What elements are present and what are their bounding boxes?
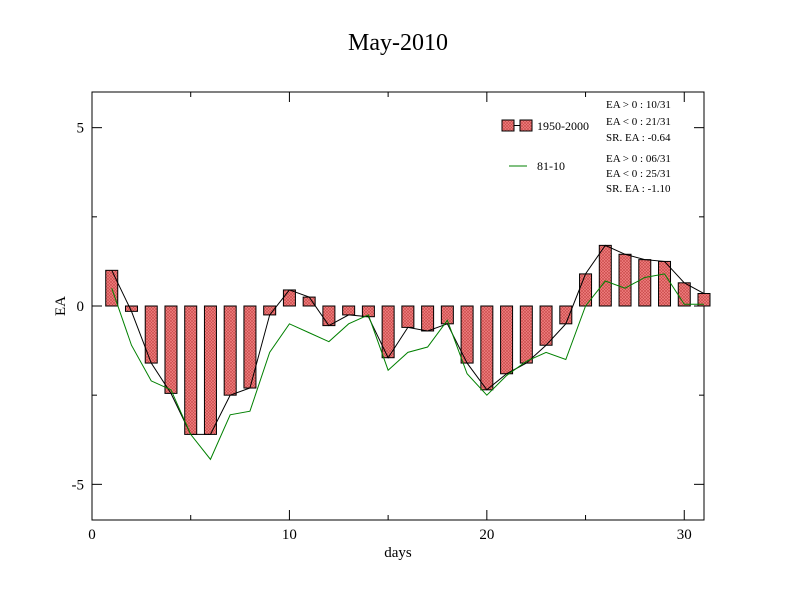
legend-stat: EA > 0 : 10/31: [606, 99, 671, 111]
bar: [164, 305, 178, 394]
legend-label-81-10: 81-10: [537, 159, 565, 173]
bar-series: [105, 244, 711, 435]
bar: [263, 305, 277, 316]
x-tick-label: 0: [88, 527, 96, 543]
bar: [598, 244, 612, 307]
bar: [144, 305, 158, 364]
bar: [618, 253, 632, 307]
y-tick-label: 5: [77, 121, 85, 137]
bar: [638, 259, 652, 307]
y-axis-label: EA: [53, 296, 69, 316]
y-tick-label: -5: [72, 477, 85, 493]
bar: [282, 289, 296, 307]
bar: [322, 305, 336, 327]
x-tick-label: 20: [479, 527, 494, 543]
legend-bar-swatch-left: [501, 119, 515, 132]
y-tick-label: 0: [77, 299, 85, 315]
legend-stat: EA > 0 : 06/31: [606, 153, 671, 165]
bar: [539, 305, 553, 346]
bar: [500, 305, 514, 375]
bar: [184, 305, 198, 435]
bar: [559, 305, 573, 325]
bar: [223, 305, 237, 396]
bar: [658, 260, 672, 307]
legend-stat: EA < 0 : 21/31: [606, 116, 671, 128]
x-axis-label: days: [384, 545, 412, 561]
bar: [243, 305, 257, 389]
bar: [203, 305, 217, 435]
bar: [480, 305, 494, 391]
bar-series-line: [111, 244, 705, 435]
bar: [342, 305, 356, 316]
x-tick-label: 30: [677, 527, 692, 543]
legend-stat: SR. EA : -1.10: [606, 183, 671, 195]
line-series: [111, 273, 704, 461]
bar: [401, 305, 415, 328]
axis-ticks: 0 10 20 30 5 0 -5: [72, 92, 704, 543]
x-tick-label: 10: [282, 527, 297, 543]
bar: [302, 296, 316, 307]
legend: 1950-2000 EA > 0 : 10/31 EA < 0 : 21/31 …: [501, 99, 671, 195]
bar: [519, 305, 533, 364]
legend-bar-swatch-right: [519, 119, 533, 132]
chart-title: May-2010: [348, 30, 448, 56]
legend-label-1950-2000: 1950-2000: [537, 119, 589, 133]
bar: [421, 305, 435, 332]
legend-stat: SR. EA : -0.64: [606, 132, 671, 144]
bar: [677, 282, 691, 307]
legend-stat: EA < 0 : 25/31: [606, 168, 671, 180]
